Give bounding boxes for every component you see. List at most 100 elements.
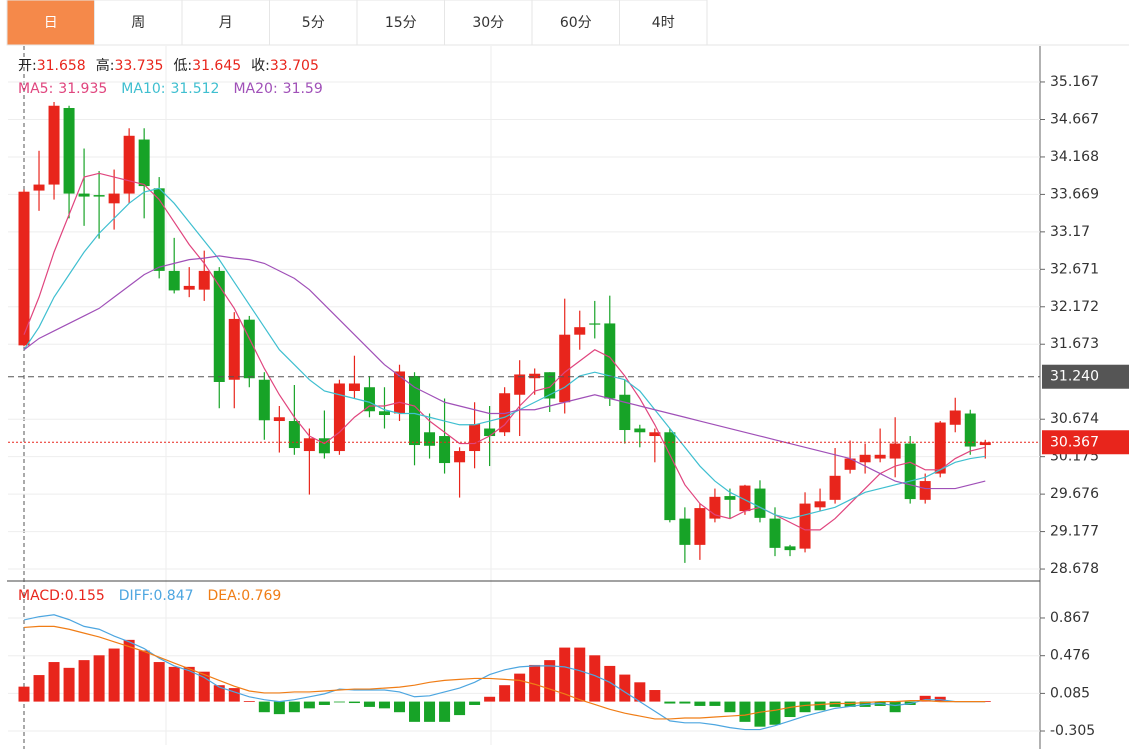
tab-label[interactable]: 15分 <box>385 15 417 31</box>
price-tag-label: 31.240 <box>1050 369 1099 385</box>
macd-bar <box>258 701 270 713</box>
y-tick-label: 29.676 <box>1050 486 1099 502</box>
tab[interactable] <box>619 0 708 46</box>
candle-body <box>784 546 796 551</box>
tab[interactable] <box>6 0 95 46</box>
legend-label: MACD: <box>18 588 65 604</box>
macd-bar <box>784 701 796 718</box>
ma-line <box>23 255 986 490</box>
legend-value: 31.658 <box>37 58 86 74</box>
candle-body <box>363 387 375 412</box>
y-tick-label: 0.867 <box>1050 610 1090 626</box>
tab-label[interactable]: 60分 <box>560 15 592 31</box>
tab-label[interactable]: 日 <box>44 15 58 31</box>
macd-bar <box>724 701 736 713</box>
candle-body <box>799 503 811 549</box>
candle-body <box>454 451 466 463</box>
tab-label[interactable]: 月 <box>219 15 233 31</box>
legend-value: 0.847 <box>153 588 193 604</box>
candle-body <box>499 393 511 433</box>
legend-label: 开: <box>18 58 37 74</box>
tab[interactable] <box>94 0 183 46</box>
tab-label[interactable]: 30分 <box>472 15 504 31</box>
candle-body <box>859 454 871 463</box>
macd-bar <box>439 701 451 722</box>
candle-body <box>213 270 225 382</box>
macd-bar <box>919 695 931 702</box>
candle-body <box>694 508 706 545</box>
candle-body <box>679 518 691 545</box>
candle-body <box>18 191 30 346</box>
macd-bar <box>303 701 315 709</box>
ma-line <box>23 172 986 531</box>
candle-body <box>589 323 601 325</box>
legend-value: 33.705 <box>270 58 319 74</box>
candle-body <box>979 442 991 446</box>
y-tick-label: 31.673 <box>1050 336 1099 352</box>
y-tick-label: 32.671 <box>1050 261 1099 277</box>
macd-bar <box>153 662 165 702</box>
price-tag-label: 30.367 <box>1050 434 1099 450</box>
candle-body <box>919 481 931 500</box>
tab-label[interactable]: 4时 <box>652 15 675 31</box>
candle-body <box>724 496 736 500</box>
candle-body <box>874 454 886 459</box>
y-tick-label: 30.674 <box>1050 411 1099 427</box>
candle-body <box>258 379 270 421</box>
candle-body <box>904 443 916 500</box>
macd-bar <box>33 675 45 702</box>
candle-body <box>168 270 180 291</box>
y-tick-label: 0.085 <box>1050 685 1090 701</box>
macd-bar <box>634 682 646 702</box>
macd-bar <box>604 665 616 702</box>
ma-line <box>23 187 986 520</box>
macd-bar <box>424 701 436 722</box>
candle-body <box>33 184 45 191</box>
candle-body <box>243 319 255 379</box>
candle-body <box>78 193 90 197</box>
tab[interactable] <box>356 0 445 46</box>
marks <box>8 101 1040 731</box>
candle-body <box>709 496 721 519</box>
candle-body <box>93 195 105 197</box>
candle-body <box>664 432 676 521</box>
macd-bar <box>709 701 721 706</box>
macd-bar <box>378 701 390 709</box>
tab-label[interactable]: 5分 <box>302 15 325 31</box>
candle-body <box>619 394 631 431</box>
macd-bar <box>273 701 285 715</box>
macd-bar <box>63 667 75 702</box>
tabs: 日 周 月 5分 15分 30分 60分 4时 <box>6 0 708 46</box>
macd-bar <box>589 655 601 702</box>
macd-line <box>23 614 986 731</box>
tab[interactable] <box>269 0 358 46</box>
tab[interactable] <box>444 0 533 46</box>
price-tag <box>1042 430 1129 455</box>
legend-label: 低: <box>173 58 192 74</box>
macd-bar <box>93 655 105 702</box>
macd-bar <box>213 685 225 702</box>
y-tick-label: 34.667 <box>1050 111 1099 127</box>
candle-body <box>964 413 976 447</box>
candle-body <box>469 424 481 452</box>
candle-body <box>48 105 60 185</box>
tab[interactable] <box>181 0 270 46</box>
legend-value: 31.59 <box>283 81 323 97</box>
candle-body <box>829 475 841 500</box>
tab-label[interactable]: 周 <box>131 15 145 31</box>
candle-body <box>754 488 766 518</box>
legend-label: MA5: <box>18 81 53 97</box>
macd-bar <box>394 701 405 713</box>
candle-body <box>514 374 526 395</box>
candle-body <box>409 375 421 446</box>
tab[interactable] <box>531 0 620 46</box>
candle-body <box>348 383 360 391</box>
candle-body <box>288 421 300 449</box>
legend-label: 收: <box>251 58 270 74</box>
candle-body <box>934 422 946 474</box>
candle-body <box>108 193 120 204</box>
legend-label: 高: <box>96 57 115 74</box>
candle-body <box>634 428 646 433</box>
candle-body <box>439 436 451 464</box>
